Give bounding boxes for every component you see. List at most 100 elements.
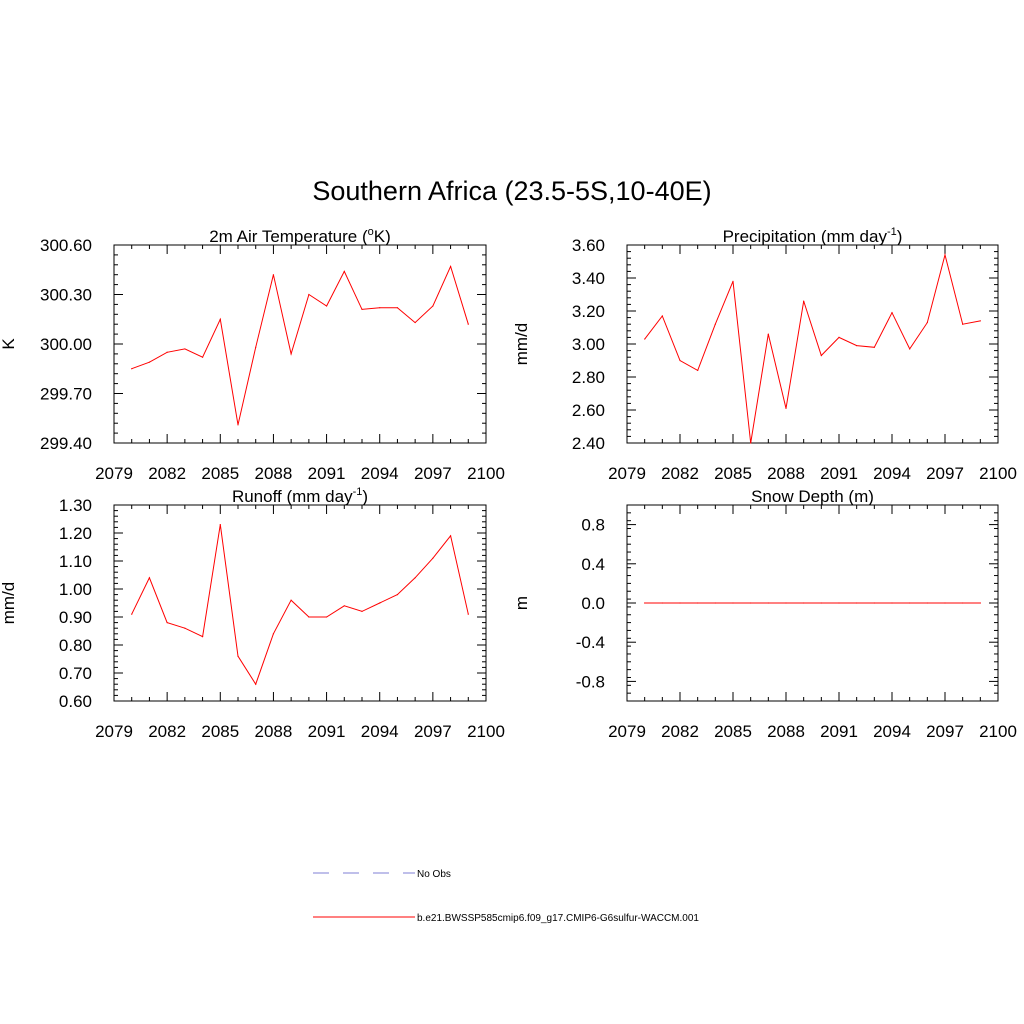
- data-point: [873, 602, 875, 604]
- panel-4: Snow Depth (m) m 2079 2082 2085 2088 2091 2094 2…: [512, 487, 1017, 741]
- y-tick-label: 299.70: [40, 385, 92, 404]
- panel-1: 2m Air Temperature (oK) K 2079 2082 2085 2088…: [0, 226, 505, 483]
- data-point: [272, 274, 275, 276]
- data-point: [697, 369, 699, 371]
- data-point: [679, 359, 681, 362]
- data-point: [449, 265, 452, 268]
- panels: 2m Air Temperature (oK) K 2079 2082 2085 2088…: [0, 226, 1017, 741]
- x-tick-label: 2085: [201, 722, 239, 741]
- y-tick-label: 300.00: [40, 335, 92, 354]
- data-point: [714, 602, 716, 604]
- data-point: [926, 602, 928, 604]
- data-point: [644, 338, 646, 340]
- data-point: [449, 535, 452, 537]
- figure-title: Southern Africa (23.5-5S,10-40E): [312, 176, 711, 206]
- y-tick-label: 2.60: [572, 401, 605, 420]
- x-tick-label: 2088: [255, 722, 293, 741]
- x-tick-label: 2079: [95, 722, 133, 741]
- legend-obs-label: No Obs: [417, 869, 451, 880]
- x-tick-label: 2079: [608, 722, 646, 741]
- y-tick-label: 300.60: [40, 236, 92, 255]
- x-tick-label: 2100: [467, 464, 505, 483]
- data-point: [856, 345, 858, 347]
- data-point: [767, 602, 769, 604]
- data-point: [732, 602, 734, 604]
- data-point: [785, 602, 787, 604]
- data-point: [184, 348, 186, 350]
- y-axis-label: mm/d: [0, 582, 18, 625]
- series-line: [131, 524, 469, 686]
- data-point: [856, 602, 858, 604]
- x-tick-label: 2088: [767, 464, 805, 483]
- x-tick-label: 2097: [926, 464, 964, 483]
- y-tick-label: -0.8: [576, 672, 605, 691]
- y-tick-label: 3.60: [572, 236, 605, 255]
- data-point: [979, 602, 981, 604]
- data-point: [838, 336, 840, 338]
- data-point: [255, 346, 257, 348]
- data-point: [290, 353, 292, 355]
- plot-frame: [113, 244, 487, 444]
- data-point: [361, 610, 363, 613]
- data-point: [891, 602, 893, 604]
- y-tick-label: 1.30: [59, 496, 92, 515]
- data-point: [343, 605, 345, 607]
- x-tick-label: 2100: [979, 722, 1017, 741]
- data-point: [820, 602, 822, 604]
- panel-2: Precipitation (mm day-1) mm/d 2079 2082 2085…: [512, 226, 1017, 483]
- data-point: [644, 602, 646, 604]
- y-tick-label: 1.20: [59, 524, 92, 543]
- data-point: [166, 351, 168, 353]
- legend-model-label: b.e21.BWSSP585cmip6.f09_g17.CMIP6-G6sulf…: [417, 913, 699, 924]
- x-tick-label: 2079: [608, 464, 646, 483]
- x-tick-label: 2091: [308, 722, 346, 741]
- y-tick-label: 3.00: [572, 335, 605, 354]
- x-tick-label: 2091: [820, 722, 858, 741]
- data-point: [661, 315, 663, 317]
- data-point: [661, 602, 663, 604]
- data-point: [750, 442, 752, 444]
- data-point: [325, 305, 328, 307]
- y-tick-label: 3.20: [572, 302, 605, 321]
- y-tick-label: 2.80: [572, 368, 605, 387]
- x-tick-label: 2097: [414, 722, 452, 741]
- data-point: [891, 312, 893, 314]
- x-tick-label: 2085: [714, 722, 752, 741]
- data-point: [750, 602, 752, 604]
- data-point: [237, 424, 239, 426]
- data-point: [697, 602, 699, 604]
- plot-frame: [626, 244, 999, 444]
- legend: No Obs b.e21.BWSSP585cmip6.f09_g17.CMIP6…: [313, 869, 699, 924]
- data-point: [325, 616, 328, 618]
- y-tick-label: 2.40: [572, 434, 605, 453]
- y-tick-label: 0.8: [581, 516, 605, 535]
- data-point: [873, 346, 875, 348]
- data-point: [396, 594, 399, 596]
- panel-title: Snow Depth (m): [751, 487, 874, 506]
- data-point: [131, 368, 133, 370]
- x-tick-label: 2082: [661, 464, 699, 483]
- x-tick-label: 2088: [255, 464, 293, 483]
- y-axis-label: mm/d: [512, 323, 531, 366]
- x-tick-label: 2094: [361, 464, 399, 483]
- data-point: [272, 633, 275, 635]
- y-tick-label: 299.40: [40, 434, 92, 453]
- y-tick-label: 0.70: [59, 664, 92, 683]
- y-axis-label: K: [0, 338, 18, 350]
- data-point: [219, 524, 221, 526]
- data-point: [148, 577, 151, 579]
- data-point: [396, 307, 399, 309]
- data-point: [785, 407, 787, 409]
- data-point: [343, 270, 345, 272]
- data-point: [361, 308, 363, 310]
- data-point: [714, 323, 716, 325]
- data-point: [909, 348, 911, 350]
- data-point: [308, 616, 310, 618]
- x-tick-label: 2091: [308, 464, 346, 483]
- data-point: [909, 602, 911, 604]
- data-point: [732, 280, 734, 282]
- data-point: [148, 361, 151, 363]
- data-point: [201, 636, 204, 638]
- data-point: [803, 602, 805, 604]
